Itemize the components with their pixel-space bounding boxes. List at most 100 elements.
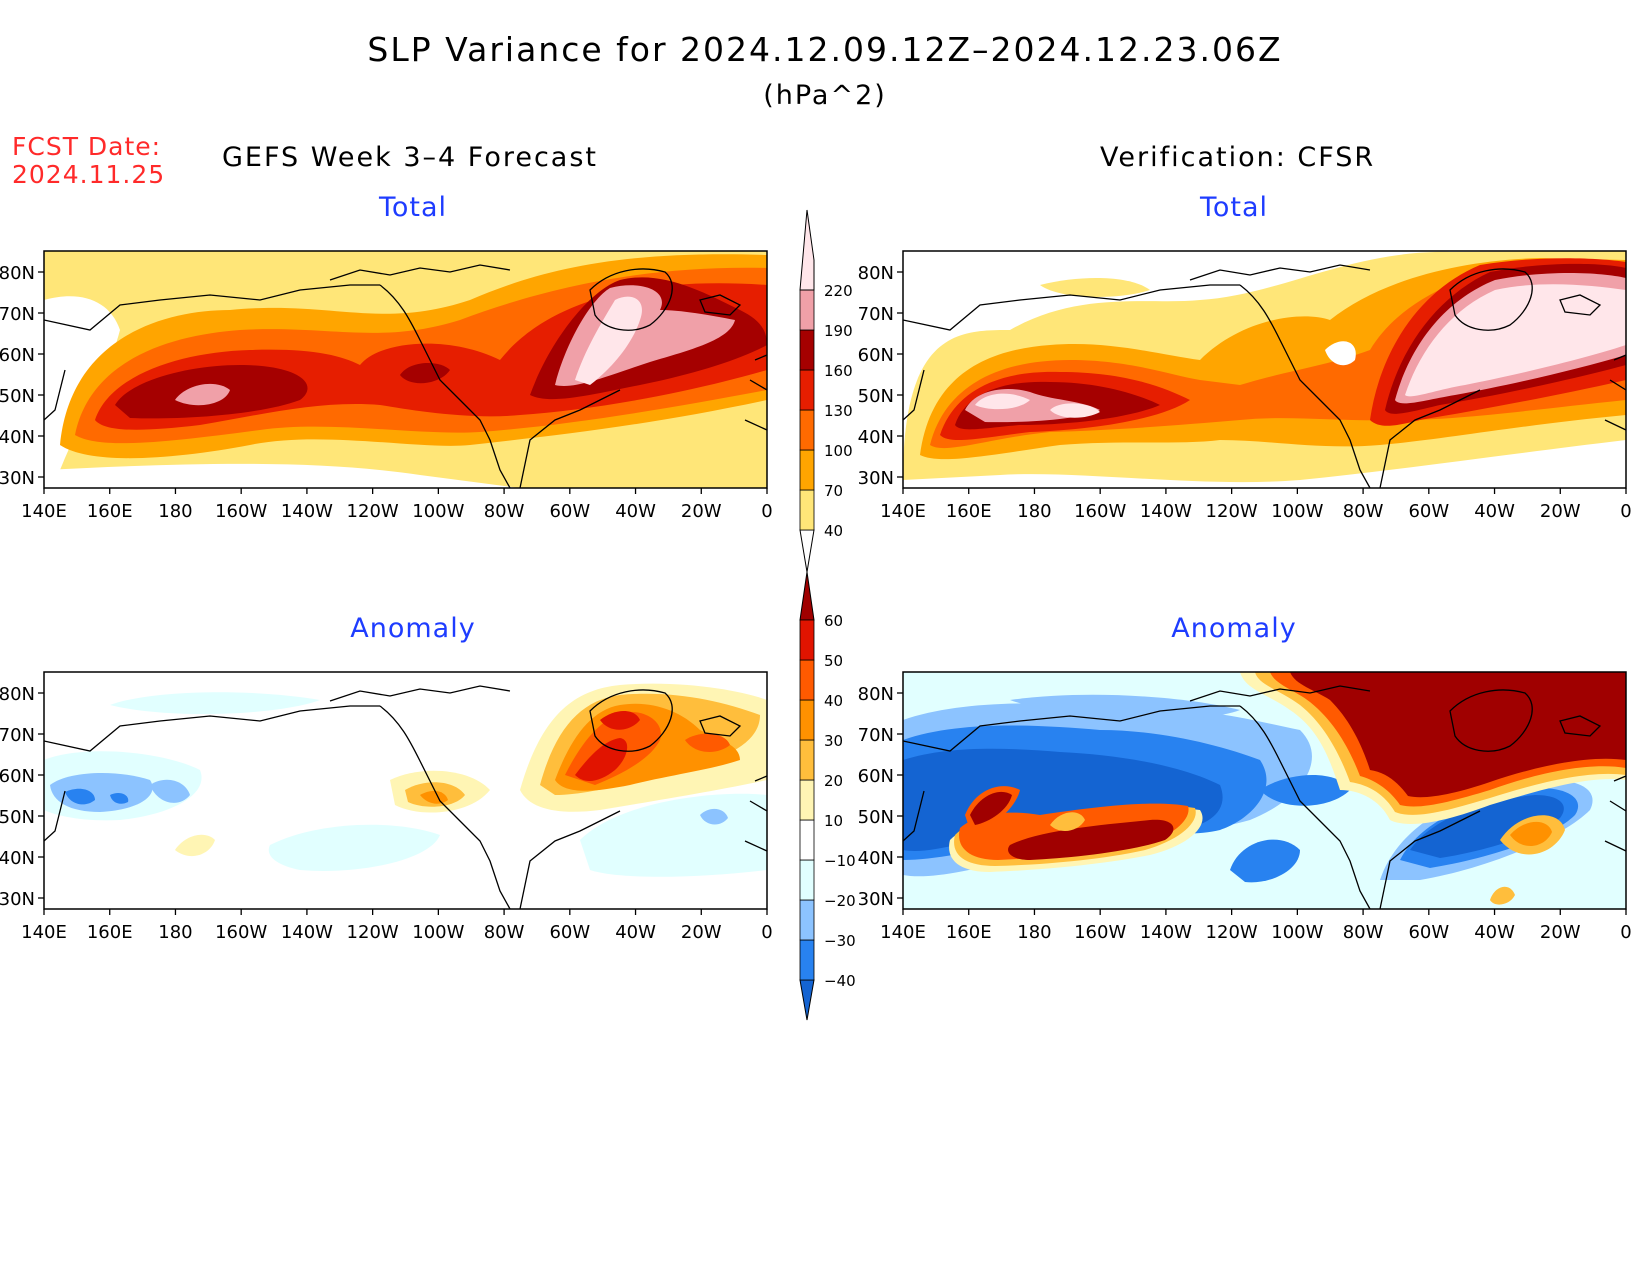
lon-tick-label: 20W <box>1540 501 1581 522</box>
axes-gefs-anomaly: 140E 160E 180 160W 140W 120W 100W 80W 60W 40W 20W 0… <box>0 684 773 943</box>
lon-tick-label: 160W <box>1074 501 1126 522</box>
panel-title-cfsr-total: Total <box>1199 192 1269 223</box>
lon-tick-label: 0 <box>1620 922 1631 943</box>
lon-tick-label: 140W <box>281 922 333 943</box>
lon-tick-label: 40W <box>1474 501 1515 522</box>
colorbar-under-triangle <box>799 529 815 573</box>
lon-tick-label: 0 <box>761 922 772 943</box>
lon-tick-label: 80W <box>484 922 525 943</box>
lon-tick-label: 80W <box>1343 922 1384 943</box>
column-title-gefs: GEFS Week 3–4 Forecast <box>222 142 599 173</box>
lon-tick-label: 120W <box>1206 922 1258 943</box>
lon-tick-label: 160E <box>946 501 992 522</box>
frame-gefs-total <box>43 250 768 489</box>
fcst-date-value: 2024.11.25 <box>12 160 166 189</box>
axes-cfsr-anomaly: 140E 160E 180 160W 140W 120W 100W 80W 60W 40W 20W 0… <box>858 684 1632 943</box>
panel-title-gefs-total: Total <box>378 192 448 223</box>
lon-tick-label: 100W <box>412 501 464 522</box>
map-panel-gefs-anomaly <box>44 672 767 909</box>
lon-tick-label: 40W <box>615 501 656 522</box>
lat-tick-label: 40N <box>858 427 894 448</box>
lon-tick-label: 100W <box>1271 501 1323 522</box>
colorbar-level-label: 70 <box>824 482 843 500</box>
lon-tick-label: 180 <box>1017 501 1051 522</box>
colorbar-level-label: 30 <box>824 732 843 750</box>
colorbar-box <box>799 449 815 491</box>
frame-gefs-anomaly <box>43 671 768 910</box>
lat-tick-label: 50N <box>858 386 894 407</box>
lat-tick-label: 80N <box>858 263 894 284</box>
lon-tick-label: 80W <box>1343 501 1384 522</box>
colorbar-level-label: 60 <box>824 612 843 630</box>
lon-tick-label: 40W <box>1474 922 1515 943</box>
colorbar-level-label: 190 <box>824 322 853 340</box>
colorbar-level-label: 220 <box>824 282 853 300</box>
colorbar-box <box>799 779 815 821</box>
colorbar-level-label: 40 <box>824 692 843 710</box>
colorbar-box <box>799 939 815 981</box>
colorbar-box <box>799 859 815 901</box>
colorbar-box <box>799 329 815 371</box>
page-title: SLP Variance for 2024.12.09.12Z–2024.12.… <box>367 30 1283 69</box>
colorbar-box <box>799 409 815 451</box>
colorbar-box <box>799 489 815 531</box>
frame-cfsr-anomaly <box>902 671 1627 910</box>
lat-tick-label: 60N <box>858 766 894 787</box>
colorbar-over-triangle <box>799 571 815 621</box>
lon-tick-label: 100W <box>1271 922 1323 943</box>
lon-tick-label: 120W <box>347 501 399 522</box>
lon-tick-label: 160W <box>215 501 267 522</box>
map-panel-cfsr-total <box>903 251 1626 488</box>
colorbar-level-label: 20 <box>824 772 843 790</box>
colorbar-box <box>799 289 815 331</box>
lon-tick-label: 140W <box>1140 922 1192 943</box>
lon-tick-label: 160E <box>87 922 133 943</box>
colorbar-under-triangle <box>799 979 815 1021</box>
lat-tick-label: 50N <box>0 386 35 407</box>
lat-tick-label: 70N <box>0 304 35 325</box>
lon-tick-label: 80W <box>484 501 525 522</box>
fcst-date-label: FCST Date: <box>12 132 162 161</box>
lon-tick-label: 20W <box>681 922 722 943</box>
lon-tick-label: 180 <box>1017 922 1051 943</box>
colorbar-level-label: −40 <box>824 972 856 990</box>
axes-gefs-total: 140E 160E 180 160W 140W 120W 100W 80W 60W 40W 20W 0… <box>0 263 773 522</box>
lon-tick-label: 60W <box>549 922 590 943</box>
colorbar-level-label: 50 <box>824 652 843 670</box>
lat-tick-label: 40N <box>0 848 35 869</box>
lat-tick-label: 80N <box>858 684 894 705</box>
lat-tick-label: 70N <box>858 304 894 325</box>
lon-tick-label: 60W <box>1408 922 1449 943</box>
lon-tick-label: 140E <box>880 501 926 522</box>
colorbar-level-label: 160 <box>824 362 853 380</box>
colorbar-level-label: −10 <box>824 852 856 870</box>
lat-tick-label: 30N <box>0 468 35 489</box>
lat-tick-label: 60N <box>858 345 894 366</box>
map-panel-cfsr-anomaly <box>903 672 1626 909</box>
lat-tick-label: 70N <box>0 725 35 746</box>
lon-tick-label: 120W <box>347 922 399 943</box>
lat-tick-label: 50N <box>0 807 35 828</box>
map-panel-gefs-total <box>44 251 767 488</box>
lon-tick-label: 140E <box>880 922 926 943</box>
lat-tick-label: 60N <box>0 345 35 366</box>
lon-tick-label: 140E <box>21 922 67 943</box>
colorbar-box <box>799 699 815 741</box>
colorbar-level-label: −30 <box>824 932 856 950</box>
colorbar-box <box>799 739 815 781</box>
lat-tick-label: 80N <box>0 263 35 284</box>
colorbar-anomaly: −40 −30 −20 −10 10 20 30 40 50 60 <box>799 571 856 1021</box>
units-label: (hPa^2) <box>763 80 887 111</box>
colorbar-box <box>799 659 815 701</box>
panel-title-gefs-anomaly: Anomaly <box>350 613 476 644</box>
colorbar-box <box>799 619 815 661</box>
colorbar-level-label: 40 <box>824 522 843 540</box>
lon-tick-label: 20W <box>1540 922 1581 943</box>
lat-tick-label: 40N <box>858 848 894 869</box>
lon-tick-label: 140W <box>281 501 333 522</box>
lon-tick-label: 60W <box>549 501 590 522</box>
colorbar-level-label: −20 <box>824 892 856 910</box>
lat-tick-label: 60N <box>0 766 35 787</box>
lat-tick-label: 30N <box>0 889 35 910</box>
